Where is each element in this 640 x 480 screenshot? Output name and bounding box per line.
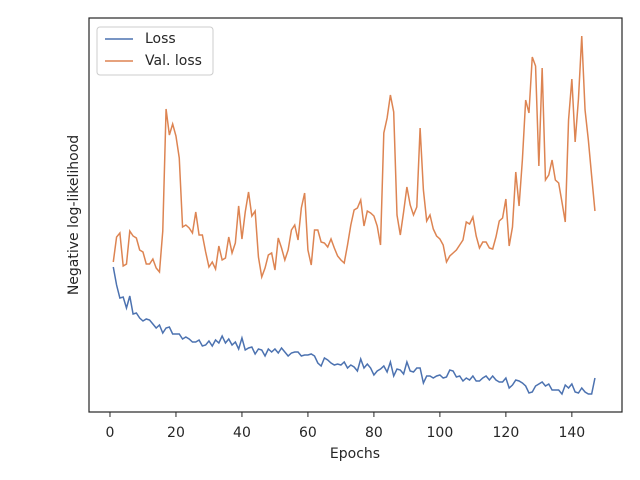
x-tick-label: 20 [167, 425, 185, 441]
x-tick-label: 140 [558, 425, 585, 441]
x-tick-label: 120 [493, 425, 520, 441]
x-tick-label: 40 [233, 425, 251, 441]
y-axis-label: Negative log-likelihood [66, 135, 82, 295]
x-tick-label: 80 [365, 425, 383, 441]
series-line [112, 266, 596, 396]
series-line [112, 35, 596, 280]
legend-label: Val. loss [145, 53, 202, 69]
x-tick-label: 0 [106, 425, 115, 441]
plot-area [88, 17, 623, 413]
legend-label: Loss [145, 31, 176, 47]
x-tick-label: 100 [427, 425, 454, 441]
x-tick-label: 60 [299, 425, 317, 441]
x-axis-label: Epochs [330, 446, 380, 462]
